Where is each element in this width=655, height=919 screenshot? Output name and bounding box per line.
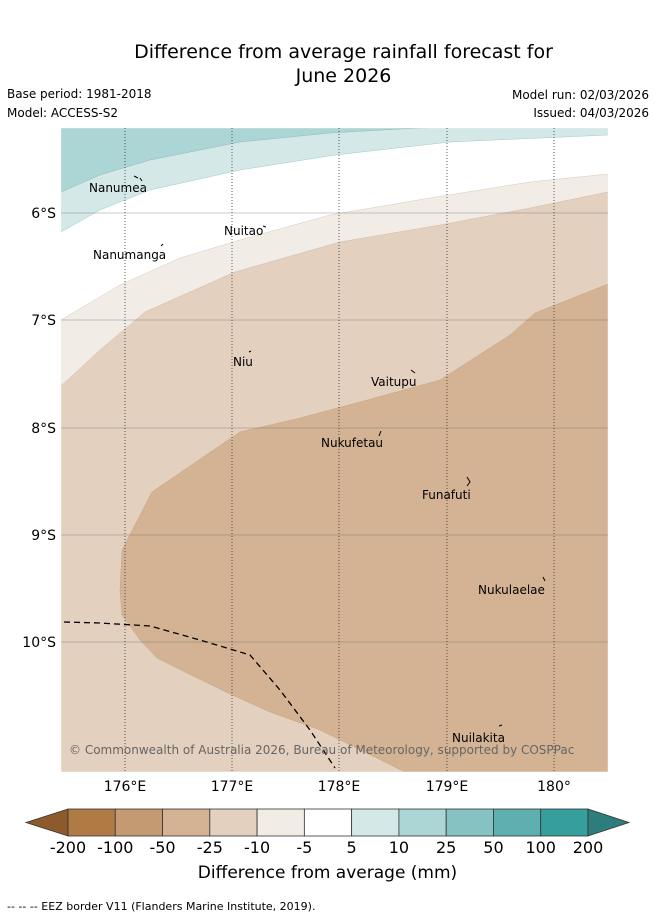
place-nuitao: Nuitao [224, 224, 263, 238]
colorbar [24, 808, 631, 837]
eez-legend: -- -- -- EEZ border V11 (Flanders Marine… [7, 900, 316, 913]
colorbar-tick-label: 10 [388, 838, 410, 857]
colorbar-swatch [114, 808, 163, 837]
place-vaitupu: Vaitupu [371, 375, 417, 389]
colorbar-swatch [351, 808, 400, 837]
colorbar-tick-label: 100 [525, 838, 556, 857]
island-outlines [133, 175, 546, 727]
place-nukulaelae: Nukulaelae [478, 583, 545, 597]
colorbar-swatch [303, 808, 353, 837]
band-neg25-neg50 [119, 283, 608, 772]
lat-label-9s: 9°S [31, 528, 56, 544]
graticule [61, 128, 608, 772]
colorbar-tick-label: -10 [244, 838, 271, 857]
colorbar-extend-high [587, 808, 631, 837]
issued-date: Issued: 04/03/2026 [533, 106, 649, 120]
colorbar-tick-label: -50 [149, 838, 176, 857]
colorbar-tick-label: 50 [483, 838, 504, 857]
lon-label-179e: 179°E [426, 779, 469, 795]
colorbar-swatch [493, 808, 542, 837]
lat-label-6s: 6°S [31, 206, 56, 222]
colorbar-tick-label: 5 [346, 838, 357, 857]
lat-label-8s: 8°S [31, 421, 56, 437]
colorbar-swatch [162, 808, 211, 837]
base-period: Base period: 1981-2018 [7, 87, 152, 101]
colorbar-swatch [256, 808, 305, 837]
place-nuilakita: Nuilakita [452, 731, 505, 745]
colorbar-tick-label: 25 [435, 838, 457, 857]
rainfall-fields [61, 128, 608, 772]
eez-border [63, 621, 336, 769]
colorbar-swatch [445, 808, 494, 837]
place-funafuti: Funafuti [422, 488, 471, 502]
colorbar-swatch [398, 808, 447, 837]
colorbar-swatch [209, 808, 258, 837]
colorbar-swatch [67, 808, 116, 837]
colorbar-extend-low [24, 808, 69, 837]
place-nanumea: Nanumea [89, 181, 147, 195]
model-run: Model run: 02/03/2026 [511, 88, 649, 102]
lon-label-176e: 176°E [104, 779, 147, 795]
band-5-10 [61, 128, 608, 233]
lon-label-178e: 178°E [318, 779, 361, 795]
colorbar-tick-label: -100 [97, 838, 134, 857]
colorbar-tick-label: -25 [196, 838, 223, 857]
model-name: Model: ACCESS-S2 [7, 106, 119, 120]
place-niu: Niu [233, 355, 253, 369]
colorbar-tick-label: -200 [49, 838, 87, 857]
band-10-25 [61, 128, 429, 193]
lon-label-180: 180° [537, 779, 571, 795]
colorbar-tick-label: 200 [572, 838, 604, 857]
colorbar-swatch [540, 808, 589, 837]
map-frame [60, 127, 609, 773]
place-nanumanga: Nanumanga [93, 248, 166, 262]
lat-label-10s: 10°S [22, 635, 56, 651]
lon-label-177e: 177°E [211, 779, 254, 795]
chart-title-line1: Difference from average rainfall forecas… [134, 41, 553, 63]
colorbar-title: Difference from average (mm) [197, 863, 458, 883]
lat-label-7s: 7°S [31, 313, 56, 329]
chart-title-line2: June 2026 [295, 65, 392, 87]
colorbar-tick-label: -5 [296, 838, 313, 857]
place-nukufetau: Nukufetau [321, 436, 383, 450]
copyright-notice: © Commonwealth of Australia 2026, Bureau… [69, 743, 574, 757]
